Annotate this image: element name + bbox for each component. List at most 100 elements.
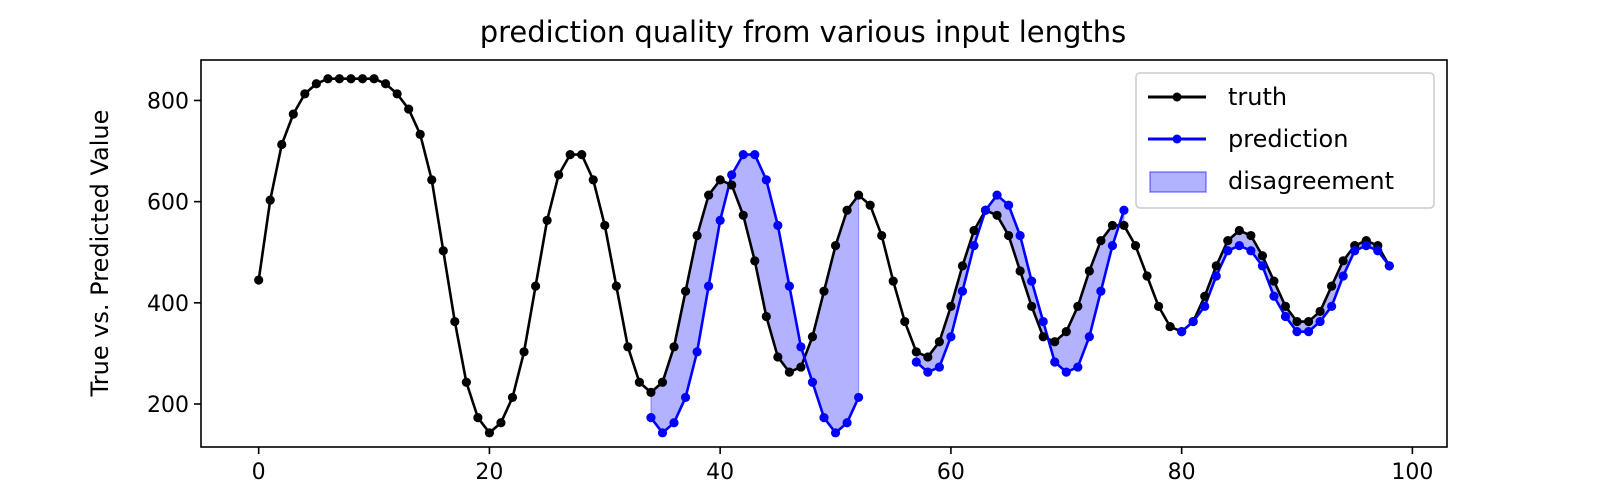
truth-point — [669, 342, 679, 352]
truth-point — [334, 74, 345, 84]
prediction-point — [750, 150, 760, 160]
prediction-point — [669, 418, 679, 428]
truth-point — [369, 74, 379, 84]
prediction-point — [1269, 291, 1279, 301]
x-tick-label: 60 — [937, 460, 965, 485]
truth-point — [600, 220, 610, 231]
truth-point — [807, 332, 818, 342]
prediction-point — [923, 367, 933, 377]
truth-point — [830, 241, 841, 251]
legend-box — [1135, 72, 1435, 209]
prediction-point — [1303, 327, 1314, 337]
truth-point — [530, 281, 541, 291]
truth-point — [450, 316, 460, 327]
truth-point — [784, 367, 794, 377]
truth-point — [877, 230, 887, 241]
truth-point — [1061, 327, 1071, 337]
truth-point — [865, 200, 875, 210]
prediction-point — [807, 377, 818, 387]
prediction-point — [969, 241, 979, 251]
truth-point — [1165, 322, 1175, 332]
truth-point — [277, 139, 287, 150]
truth-point — [842, 205, 852, 215]
y-tick-label: 600 — [147, 191, 189, 216]
truth-point — [796, 362, 806, 372]
truth-point — [1096, 236, 1106, 246]
truth-point — [934, 337, 944, 347]
y-tick-label: 800 — [147, 89, 189, 114]
truth-point — [300, 89, 310, 99]
truth-point — [1303, 316, 1314, 327]
truth-point — [911, 347, 921, 357]
truth-point — [588, 175, 598, 185]
truth-point — [1038, 332, 1048, 342]
prediction-point — [1246, 246, 1256, 256]
x-tick-label: 100 — [1391, 460, 1433, 485]
truth-point — [1234, 225, 1244, 236]
prediction-point — [1315, 316, 1325, 327]
truth-point — [1153, 301, 1164, 311]
prediction-point — [784, 281, 794, 291]
truth-point — [1280, 301, 1291, 311]
truth-point — [727, 180, 737, 190]
truth-point — [1084, 266, 1094, 276]
x-tick-label: 20 — [475, 460, 503, 485]
prediction-point — [1327, 301, 1337, 311]
prediction-point — [854, 392, 864, 403]
prediction-point — [1223, 246, 1233, 256]
prediction-point — [980, 205, 991, 215]
truth-point — [438, 246, 448, 256]
truth-point — [992, 210, 1002, 220]
truth-point — [692, 230, 702, 241]
legend: truth prediction disagreement — [1135, 72, 1435, 209]
prediction-point — [1107, 241, 1118, 251]
truth-point — [715, 175, 725, 185]
prediction-point — [715, 215, 725, 225]
truth-point — [415, 129, 425, 139]
truth-point — [750, 256, 760, 266]
truth-point — [288, 109, 298, 119]
truth-point — [496, 418, 506, 428]
x-axis: 0 20 40 60 80 100 — [252, 447, 1433, 485]
legend-truth-marker — [1172, 92, 1182, 102]
truth-point — [392, 89, 402, 99]
truth-point — [946, 301, 956, 311]
legend-truth-label: truth — [1228, 83, 1287, 111]
prediction-point — [692, 347, 702, 357]
prediction-point — [680, 392, 691, 403]
y-axis-label: True vs. Predicted Value — [86, 110, 114, 398]
y-tick-label: 400 — [147, 292, 189, 317]
truth-point — [969, 225, 979, 236]
prediction-point — [957, 286, 968, 296]
prediction-point — [1292, 327, 1302, 337]
prediction-point — [842, 418, 852, 428]
prediction-point — [657, 428, 668, 438]
truth-point — [1119, 220, 1129, 231]
truth-point — [484, 428, 495, 438]
legend-disagreement-label: disagreement — [1228, 167, 1394, 195]
truth-point — [657, 377, 668, 387]
truth-point — [1338, 256, 1348, 266]
truth-point — [634, 377, 645, 387]
truth-point — [1292, 316, 1302, 327]
truth-point — [380, 79, 391, 89]
prediction-point — [830, 428, 841, 438]
truth-point — [819, 286, 829, 296]
prediction-point — [1050, 357, 1060, 367]
truth-point — [427, 175, 437, 185]
x-tick-label: 40 — [706, 460, 734, 485]
prediction-point — [819, 413, 829, 423]
x-tick-label: 0 — [252, 460, 266, 485]
truth-point — [554, 170, 564, 180]
truth-point — [473, 413, 483, 423]
truth-point — [1200, 291, 1210, 301]
truth-point — [854, 190, 864, 200]
truth-point — [346, 74, 356, 84]
legend-disagreement-swatch — [1149, 171, 1207, 193]
truth-point — [577, 150, 587, 160]
truth-point — [704, 190, 714, 200]
truth-point — [623, 342, 633, 352]
truth-point — [1269, 276, 1279, 286]
prediction-point — [1350, 246, 1360, 256]
